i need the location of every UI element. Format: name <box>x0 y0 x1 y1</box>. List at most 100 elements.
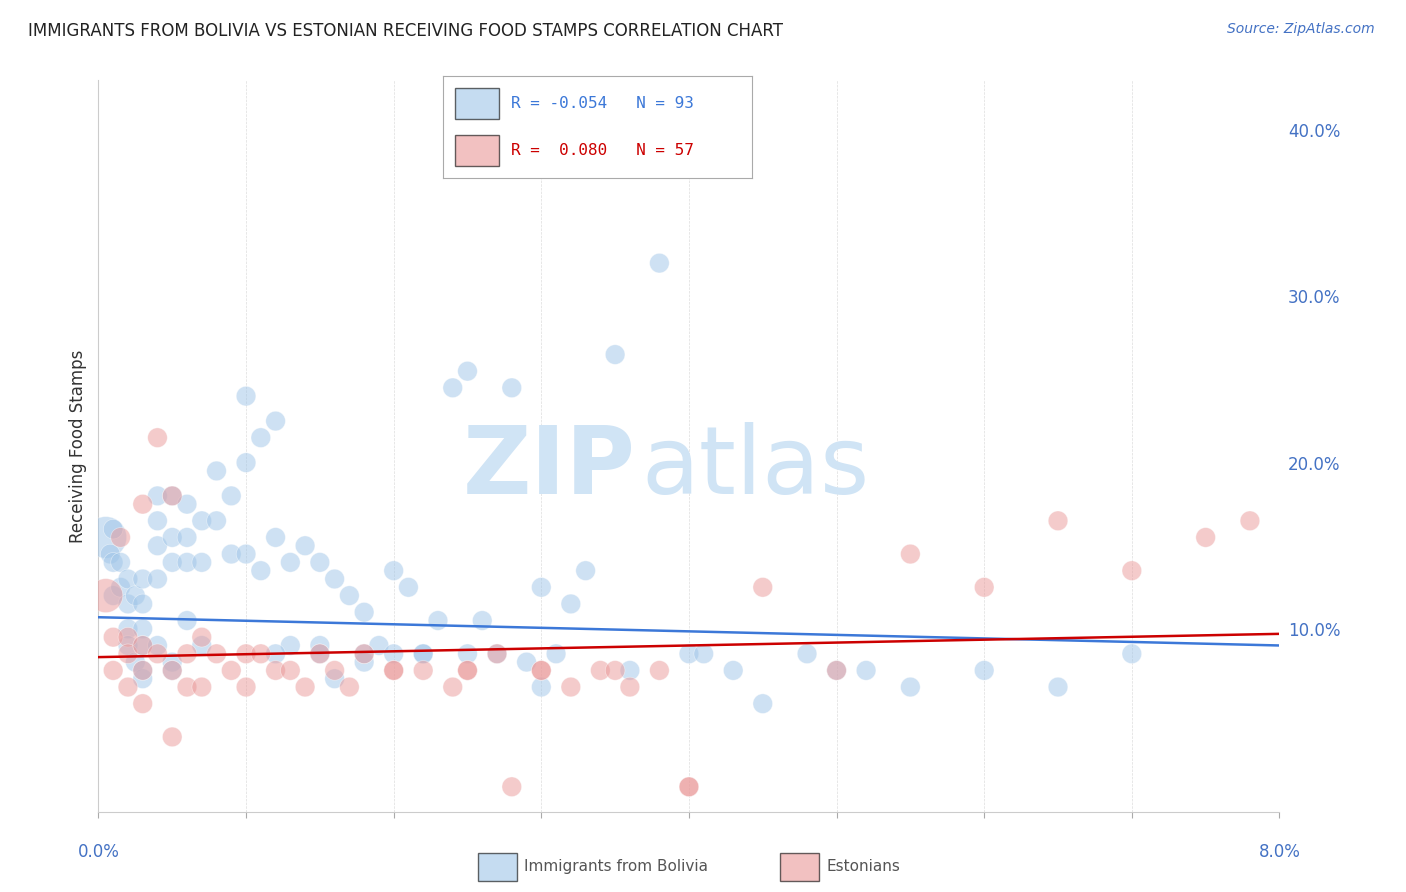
Point <box>1239 514 1261 528</box>
Point <box>294 680 316 694</box>
Point <box>117 639 139 653</box>
Point <box>353 655 375 669</box>
Point <box>103 630 125 644</box>
Point <box>308 639 332 653</box>
Point <box>294 539 316 553</box>
Point <box>264 414 287 428</box>
Point <box>146 647 169 661</box>
Point <box>323 664 346 678</box>
Point <box>146 514 169 528</box>
Point <box>501 780 523 794</box>
Point <box>132 639 155 653</box>
Point <box>485 647 508 661</box>
Point <box>367 639 389 653</box>
Point <box>117 622 139 636</box>
Point <box>162 730 183 744</box>
Point <box>456 664 478 678</box>
Point <box>250 647 273 661</box>
Point <box>546 647 568 661</box>
Point <box>1121 564 1143 578</box>
Point <box>94 530 117 544</box>
Point <box>751 697 773 711</box>
Text: 8.0%: 8.0% <box>1258 843 1301 861</box>
Point <box>250 564 273 578</box>
Point <box>1046 680 1069 694</box>
Point <box>132 497 155 511</box>
Point <box>176 647 198 661</box>
Point <box>530 580 553 594</box>
Point <box>235 389 257 403</box>
Point <box>103 589 125 603</box>
Point <box>117 597 139 611</box>
Point <box>162 530 183 544</box>
Point <box>132 639 155 653</box>
Point <box>456 364 478 378</box>
Point <box>176 680 198 694</box>
Point <box>605 347 627 362</box>
Point <box>353 647 375 661</box>
Point <box>855 664 877 678</box>
Point <box>471 614 494 628</box>
Point <box>103 664 125 678</box>
Point <box>162 489 183 503</box>
Point <box>94 589 117 603</box>
Text: Source: ZipAtlas.com: Source: ZipAtlas.com <box>1227 22 1375 37</box>
Y-axis label: Receiving Food Stamps: Receiving Food Stamps <box>69 350 87 542</box>
Point <box>560 680 582 694</box>
Point <box>132 622 155 636</box>
Point <box>530 664 553 678</box>
Point <box>176 555 198 569</box>
Point <box>530 664 553 678</box>
Text: Estonians: Estonians <box>827 859 900 873</box>
Point <box>264 530 287 544</box>
Point <box>396 580 419 594</box>
Point <box>693 647 716 661</box>
Point <box>678 780 700 794</box>
Point <box>176 497 198 511</box>
Point <box>162 655 183 669</box>
Point <box>678 780 700 794</box>
Point <box>235 547 257 561</box>
Point <box>973 664 995 678</box>
Point <box>219 664 242 678</box>
Point <box>191 639 214 653</box>
Point <box>132 572 155 586</box>
Point <box>191 555 214 569</box>
Point <box>103 555 125 569</box>
Point <box>382 664 405 678</box>
Point <box>132 697 155 711</box>
Point <box>574 564 596 578</box>
Point <box>1194 530 1216 544</box>
Point <box>323 572 346 586</box>
Point <box>219 489 242 503</box>
Point <box>146 539 169 553</box>
Point <box>205 464 228 478</box>
Point <box>162 489 183 503</box>
Point <box>191 630 214 644</box>
Point <box>441 381 464 395</box>
Point <box>412 664 434 678</box>
Point <box>605 664 627 678</box>
Point <box>382 564 405 578</box>
Point <box>219 547 242 561</box>
Point <box>308 647 332 661</box>
Point <box>162 664 183 678</box>
Point <box>117 647 139 661</box>
Point <box>973 580 995 594</box>
Point <box>278 639 302 653</box>
Point <box>162 664 183 678</box>
Point <box>124 589 146 603</box>
Point <box>146 431 169 445</box>
Text: R = -0.054   N = 93: R = -0.054 N = 93 <box>510 96 693 111</box>
FancyBboxPatch shape <box>456 88 499 119</box>
Point <box>132 664 155 678</box>
Point <box>796 647 818 661</box>
Point <box>560 597 582 611</box>
Point <box>441 680 464 694</box>
Point <box>721 664 744 678</box>
Point <box>648 256 671 270</box>
Point <box>308 555 332 569</box>
Text: Immigrants from Bolivia: Immigrants from Bolivia <box>524 859 707 873</box>
Point <box>678 647 700 661</box>
Point <box>382 647 405 661</box>
